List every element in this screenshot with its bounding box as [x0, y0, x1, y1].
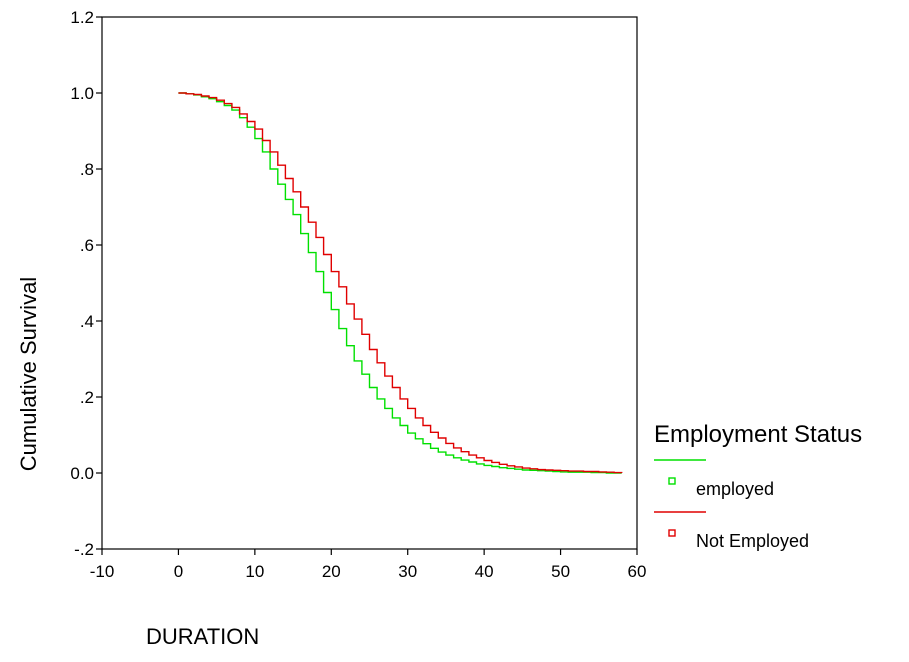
- legend-items: employed Not Employed: [654, 459, 809, 551]
- x-tick-label: 30: [398, 562, 417, 581]
- y-axis-title: Cumulative Survival: [16, 277, 41, 471]
- series-line-employed: [178, 92, 622, 474]
- y-tick-label: .4: [80, 312, 94, 331]
- legend: Employment Status employed Not Employed: [654, 421, 862, 551]
- legend-label-not-employed: Not Employed: [696, 531, 809, 551]
- x-tick-label: 10: [245, 562, 264, 581]
- series-layer: [178, 92, 623, 474]
- y-tick-label: .6: [80, 236, 94, 255]
- legend-title: Employment Status: [654, 421, 862, 448]
- legend-label-employed: employed: [696, 479, 774, 499]
- plot-frame: [101, 16, 638, 550]
- x-tick-label: 20: [322, 562, 341, 581]
- legend-marker-not-employed: [668, 529, 676, 537]
- y-tick-label: -.2: [74, 540, 94, 559]
- y-tick-label: .2: [80, 388, 94, 407]
- y-tick-label: 1.2: [70, 8, 94, 27]
- y-axis: -.2 0.0 .2 .4 .6 .8 1.0 1.2: [70, 8, 102, 559]
- x-tick-label: 50: [551, 562, 570, 581]
- y-tick-label: 1.0: [70, 84, 94, 103]
- x-tick-label: -10: [90, 562, 115, 581]
- x-axis: -10 0 10 20 30 40 50 60: [90, 549, 647, 581]
- legend-marker-employed: [668, 477, 676, 485]
- series-line-not-employed: [178, 92, 623, 474]
- x-tick-label: 0: [174, 562, 183, 581]
- y-tick-label: 0.0: [70, 464, 94, 483]
- x-tick-label: 60: [628, 562, 647, 581]
- y-tick-label: .8: [80, 160, 94, 179]
- x-axis-title: DURATION: [146, 624, 259, 649]
- x-tick-label: 40: [475, 562, 494, 581]
